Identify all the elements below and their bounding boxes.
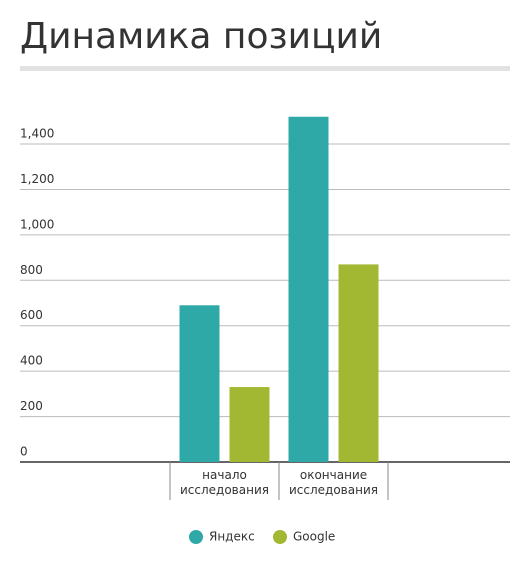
y-tick-label: 800 [20,263,43,277]
y-tick-label: 1,400 [20,127,54,141]
bar [229,387,270,462]
x-tick-label: начало исследования [180,468,269,497]
chart-title: Динамика позиций [20,16,382,57]
y-tick-label: 0 [20,445,28,459]
y-tick-label: 200 [20,399,43,413]
legend-label: Google [293,530,335,544]
bar [179,305,220,462]
bar [288,116,329,463]
x-tick-label: окончание исследования [289,468,378,497]
y-tick-label: 1,200 [20,172,54,186]
legend-swatch [189,530,203,544]
legend-swatch [273,530,287,544]
y-tick-label: 1,000 [20,217,54,231]
y-tick-label: 400 [20,354,43,368]
legend-label: Яндекс [209,530,255,544]
bar [338,264,379,462]
y-tick-label: 600 [20,308,43,322]
x-tick-label-box: начало исследования [180,468,269,497]
x-tick-label-box: окончание исследования [289,468,378,497]
title-underline [20,66,510,71]
